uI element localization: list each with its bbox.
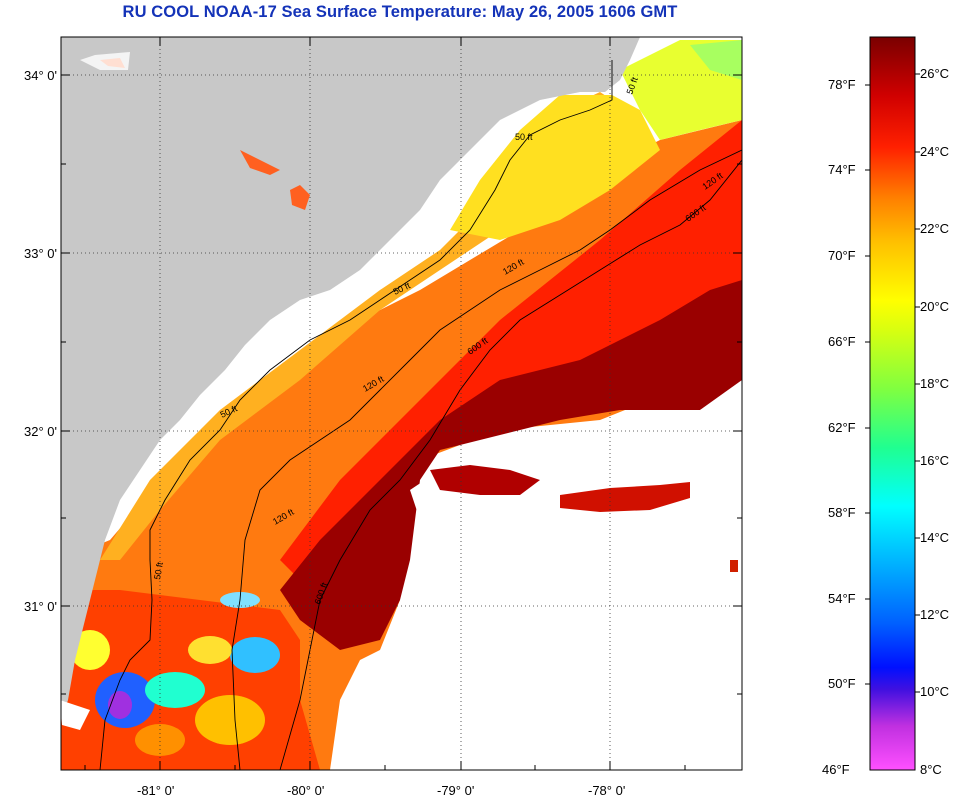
sea-gulfstream [280,280,742,650]
cb-label-12c: 12°C [920,607,950,622]
inland-lake-2 [290,185,310,210]
contour-label-50-a: 50 ft [515,132,533,142]
cb-label-54f: 54°F [828,591,856,606]
colorbar [869,36,916,771]
lon-label-81: -81° 0' [137,783,175,798]
contour-120 [231,149,742,770]
lat-label-32: 32° 0' [24,424,57,439]
lat-label-34: 34° 0' [24,68,57,83]
cold-patch-yellow-2 [188,636,232,664]
cold-patch-cyan [145,672,205,708]
plot-frame [60,36,743,771]
cb-label-14c: 14°C [920,530,950,545]
cb-label-18c: 18°C [920,376,950,391]
lon-label-78: -78° 0' [588,783,626,798]
lat-label-33: 33° 0' [24,246,57,261]
colorbar-ticks [865,73,920,693]
cb-label-58f: 58°F [828,505,856,520]
cb-label-70f: 70°F [828,248,856,263]
sea-green [690,40,742,80]
graticule [61,37,742,770]
cb-label-46f: 46°F [822,762,850,777]
contour-50 [99,60,613,770]
cold-patch-yellow [195,695,265,745]
cb-label-66f: 66°F [828,334,856,349]
lon-label-80: -80° 0' [287,783,325,798]
cb-label-10c: 10°C [920,684,950,699]
cb-label-24c: 24°C [920,144,950,159]
cb-label-22c: 22°C [920,221,950,236]
lon-label-79: -79° 0' [437,783,475,798]
contour-600 [279,159,742,770]
inland-lake [240,150,280,175]
contour-label-50-d: 50 ft [152,561,165,580]
cb-label-20c: 20°C [920,299,950,314]
bathymetry-contours [99,60,742,770]
cb-label-26c: 26°C [920,66,950,81]
cb-label-50f: 50°F [828,676,856,691]
cloud-fringe-3 [730,560,738,572]
tick-marks [61,37,742,770]
cloud-fringe-2 [430,465,540,495]
map-title: RU COOL NOAA-17 Sea Surface Temperature:… [122,3,678,21]
inland-cloud-2 [61,700,90,730]
lat-label-31: 31° 0' [24,599,57,614]
inland-cloud [80,52,130,70]
cb-label-78f: 78°F [828,77,856,92]
cb-label-16c: 16°C [920,453,950,468]
cold-patch-orange [135,724,185,756]
cb-label-8c: 8°C [920,762,942,777]
cb-label-62f: 62°F [828,420,856,435]
cloud-fringe [560,482,690,512]
cb-label-74f: 74°F [828,162,856,177]
sea-yellow [450,95,660,240]
land [61,37,640,720]
cold-patch-sky [230,637,280,673]
cold-patch-purple [108,691,132,719]
